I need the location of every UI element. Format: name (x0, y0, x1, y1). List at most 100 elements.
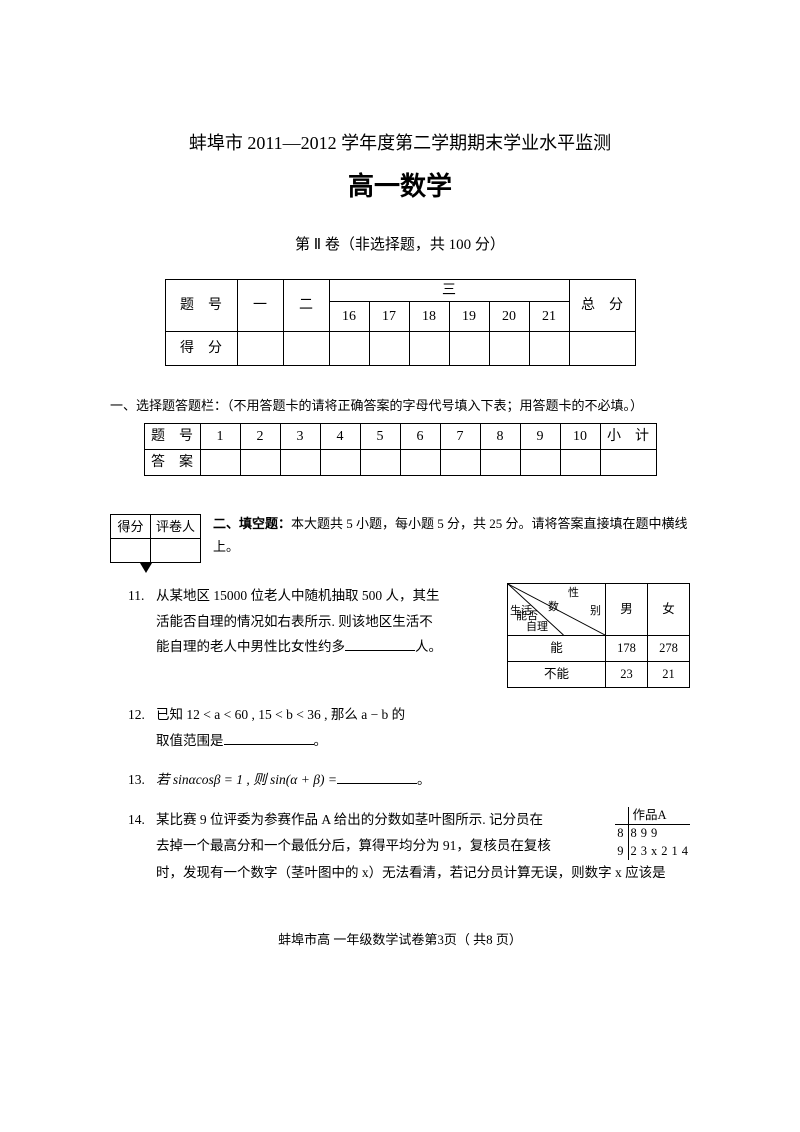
cell: 178 (606, 636, 648, 662)
q11-line1: 从某地区 15000 位老人中随机抽取 500 人，其生 (156, 588, 440, 603)
q12-line2: 取值范围是 (156, 733, 224, 748)
cell: 5 (360, 424, 400, 450)
cell: 6 (400, 424, 440, 450)
cell-blank (237, 331, 283, 365)
cell: 三 (329, 279, 569, 301)
cell: 3 (280, 424, 320, 450)
cell-blank (480, 450, 520, 476)
cell-blank (283, 331, 329, 365)
cell: 19 (449, 301, 489, 331)
diag-lbl: 别 (590, 606, 601, 617)
cell: 总 分 (569, 279, 635, 331)
cell: 男 (606, 584, 648, 636)
q14-line1: 某比赛 9 位评委为参赛作品 A 给出的分数如茎叶图所示. 记分员在 (156, 812, 543, 827)
cell-blank (360, 450, 400, 476)
stem: 9 (615, 843, 628, 861)
cell-blank (320, 450, 360, 476)
section2-head: 二、填空题： (213, 516, 291, 531)
cell-label: 得 分 (165, 331, 237, 365)
score-table: 题 号 一 二 三 总 分 16 17 18 19 20 21 得 分 (165, 279, 636, 366)
cell: 一 (237, 279, 283, 331)
section2-row: 得分 评卷人 二、填空题：本大题共 5 小题，每小题 5 分，共 25 分。请将… (110, 512, 690, 563)
q13-num: 13. (128, 767, 145, 793)
cell-blank (440, 450, 480, 476)
cell: 21 (648, 662, 690, 688)
q11-line2: 活能否自理的情况如右表所示. 则该地区生活不 (156, 614, 433, 629)
leaf: 1 (670, 843, 680, 861)
leaf (659, 825, 669, 843)
q14-num: 14. (128, 807, 145, 833)
cell-blank (489, 331, 529, 365)
q11-table: 性 数 别 生活 能否 自理 男 女 能 178 278 不能 23 21 (507, 583, 690, 688)
leaf: 3 (639, 843, 649, 861)
cell-blank (151, 539, 201, 563)
q12-line1: 已知 12 < a < 60 , 15 < b < 36 , 那么 a − b … (156, 707, 405, 722)
cell-blank (400, 450, 440, 476)
q11-line4: 人。 (415, 639, 442, 654)
leaf: 2 (659, 843, 669, 861)
leaf: 8 (628, 825, 639, 843)
leaf: 4 (680, 843, 690, 861)
question-13: 13. 若 sinαcosβ = 1 , 则 sin(α + β) =。 (156, 767, 690, 793)
cell-blank (560, 450, 600, 476)
diag-cell: 性 数 别 生活 能否 自理 (508, 584, 606, 636)
subtitle: 第 Ⅱ 卷（非选择题，共 100 分） (110, 234, 690, 257)
grader-box: 得分 评卷人 (110, 514, 201, 563)
blank-line (337, 771, 417, 785)
diag-lbl: 数 (548, 602, 559, 613)
q12-line3: 。 (314, 733, 328, 748)
cell: 1 (200, 424, 240, 450)
blank-line (224, 731, 314, 745)
cell-blank (409, 331, 449, 365)
cell: 7 (440, 424, 480, 450)
q13-line1: 若 sinαcosβ = 1 , 则 sin(α + β) = (156, 772, 337, 787)
stemleaf-title: 作品A (628, 807, 690, 825)
title-line2: 高一数学 (110, 167, 690, 206)
cell-blank (529, 331, 569, 365)
cell: 21 (529, 301, 569, 331)
cell-blank (600, 450, 656, 476)
cell: 不能 (508, 662, 606, 688)
cell: 4 (320, 424, 360, 450)
title-line1: 蚌埠市 2011—2012 学年度第二学期期末学业水平监测 (110, 130, 690, 157)
leaf (670, 825, 680, 843)
cell: 能 (508, 636, 606, 662)
cell-blank (240, 450, 280, 476)
question-14: 14. 某比赛 9 位评委为参赛作品 A 给出的分数如茎叶图所示. 记分员在 去… (156, 807, 690, 886)
cell-blank (449, 331, 489, 365)
section2-heading: 二、填空题：本大题共 5 小题，每小题 5 分，共 25 分。请将答案直接填在题… (213, 512, 690, 559)
cell: 评卷人 (151, 515, 201, 539)
cell: 女 (648, 584, 690, 636)
q12-num: 12. (128, 702, 145, 728)
cell: 23 (606, 662, 648, 688)
cell-blank (615, 807, 628, 825)
cell: 17 (369, 301, 409, 331)
page-footer: 蚌埠市高 一年级数学试卷第3页（ 共8 页） (110, 930, 690, 950)
cell-blank (329, 331, 369, 365)
cell: 278 (648, 636, 690, 662)
diag-lbl: 自理 (526, 622, 548, 633)
stem-leaf-plot: 作品A 8 8 9 9 9 2 3 x 2 1 4 (615, 807, 690, 861)
cell: 9 (520, 424, 560, 450)
cell-blank (111, 539, 151, 563)
leaf: 9 (639, 825, 649, 843)
cell: 小 计 (600, 424, 656, 450)
stem: 8 (615, 825, 628, 843)
arrow-icon (140, 563, 152, 573)
cell: 2 (240, 424, 280, 450)
cell-label: 题 号 (144, 424, 200, 450)
cell-blank (280, 450, 320, 476)
cell-blank (520, 450, 560, 476)
q14-line2: 去掉一个最高分和一个最低分后，算得平均分为 91，复核员在复核 (156, 838, 551, 853)
section1-heading: 一、选择题答题栏：（不用答题卡的请将正确答案的字母代号填入下表；用答题卡的不必填… (110, 396, 690, 416)
cell: 得分 (111, 515, 151, 539)
blank-line (345, 638, 415, 652)
cell-blank (200, 450, 240, 476)
cell-blank (569, 331, 635, 365)
cell: 10 (560, 424, 600, 450)
leaf: 9 (649, 825, 659, 843)
question-12: 12. 已知 12 < a < 60 , 15 < b < 36 , 那么 a … (156, 702, 690, 753)
cell-blank (369, 331, 409, 365)
cell: 18 (409, 301, 449, 331)
q13-line2: 。 (417, 772, 431, 787)
